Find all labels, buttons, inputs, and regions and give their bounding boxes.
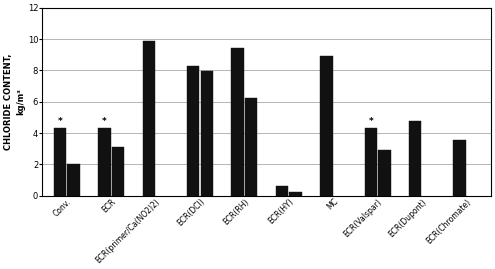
Bar xyxy=(98,128,110,196)
Y-axis label: CHLORIDE CONTENT,
kg/m³: CHLORIDE CONTENT, kg/m³ xyxy=(4,54,25,150)
Bar xyxy=(378,150,391,196)
Text: *: * xyxy=(102,117,107,126)
Text: *: * xyxy=(57,117,62,126)
Bar xyxy=(364,128,377,196)
Bar xyxy=(143,41,155,196)
Bar xyxy=(290,192,302,196)
Bar xyxy=(67,164,80,196)
Text: *: * xyxy=(368,117,373,126)
Bar xyxy=(187,66,199,196)
Bar xyxy=(231,48,244,196)
Bar xyxy=(200,71,213,196)
Bar xyxy=(409,121,421,196)
Bar xyxy=(112,147,124,196)
Bar xyxy=(320,56,333,196)
Bar xyxy=(276,186,288,196)
Bar xyxy=(54,128,66,196)
Bar xyxy=(245,98,257,196)
Bar xyxy=(453,140,466,196)
